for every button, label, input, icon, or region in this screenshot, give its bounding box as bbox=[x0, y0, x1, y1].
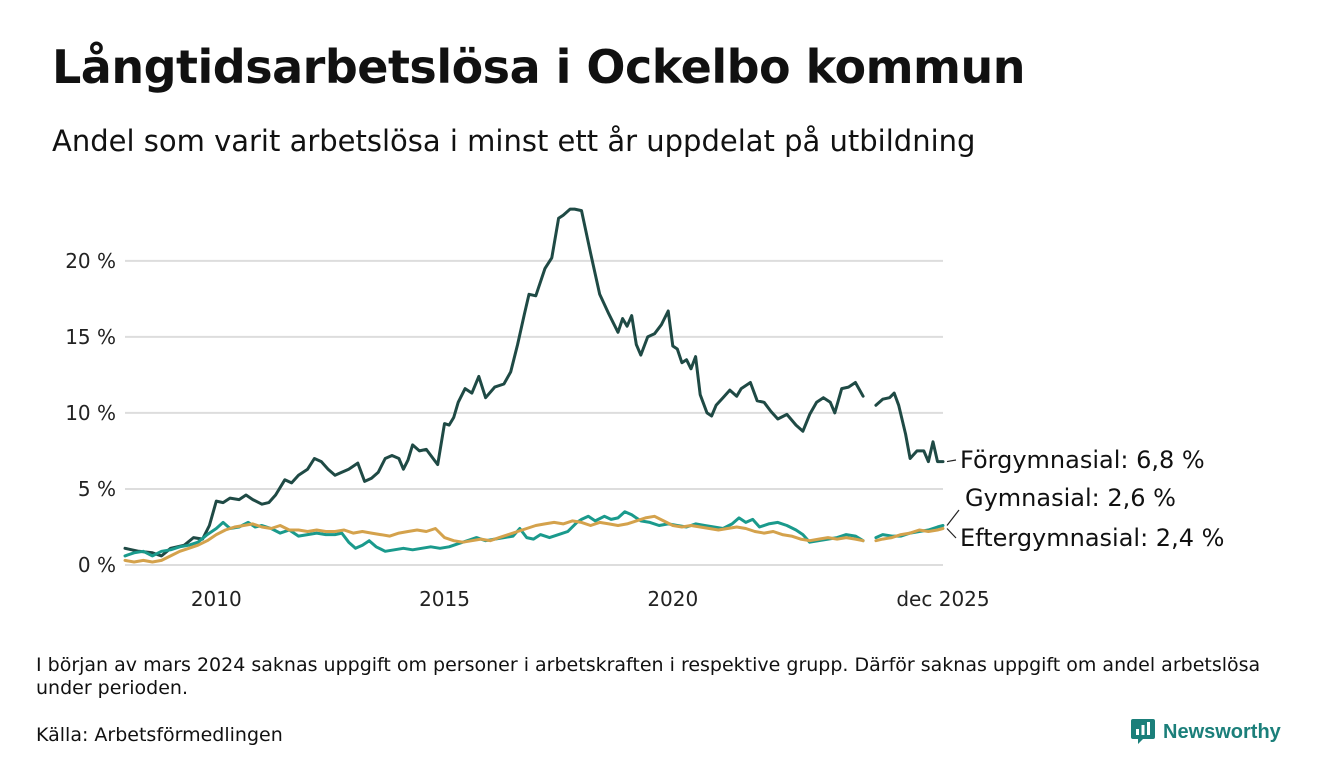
end-labels: Förgymnasial: 6,8 % Gymnasial: 2,6 % Efter… bbox=[946, 446, 1224, 552]
series-lines bbox=[123, 207, 945, 564]
series-line-förgymnasial bbox=[874, 391, 945, 464]
label-leader bbox=[946, 459, 957, 463]
y-tick-label: 0 % bbox=[78, 553, 116, 577]
end-label-gymnasial: Gymnasial: 2,6 % bbox=[965, 484, 1176, 512]
x-tick-label: 2020 bbox=[647, 587, 698, 611]
y-tick-label: 20 % bbox=[65, 249, 116, 273]
line-chart: 0 %5 %10 %15 %20 % 2010 2015 2020 dec 2025 … bbox=[65, 207, 1224, 611]
brand-logo[interactable]: Newsworthy bbox=[1130, 718, 1281, 746]
footnote: I början av mars 2024 saknas uppgift om … bbox=[36, 654, 1261, 699]
chart-bubble-icon bbox=[1131, 719, 1155, 744]
y-tick-label: 5 % bbox=[78, 477, 116, 501]
x-tick-label: 2010 bbox=[191, 587, 242, 611]
label-leader bbox=[946, 509, 960, 526]
x-tick-label: dec 2025 bbox=[896, 587, 989, 611]
end-label-eftergymnasial: Eftergymnasial: 2,4 % bbox=[960, 524, 1224, 552]
series-line-eftergymnasial bbox=[123, 514, 865, 564]
series-line-eftergymnasial bbox=[874, 527, 945, 543]
chart-subtitle: Andel som varit arbetslösa i minst ett å… bbox=[52, 124, 976, 158]
y-axis-ticks: 0 % 5 % 10 % 15 % 20 % bbox=[65, 249, 116, 577]
x-axis-ticks: 2010 2015 2020 dec 2025 bbox=[191, 587, 990, 611]
end-label-förgymnasial: Förgymnasial: 6,8 % bbox=[960, 446, 1205, 474]
chart-title: Långtidsarbetslösa i Ockelbo kommun bbox=[52, 40, 1025, 94]
y-tick-label: 15 % bbox=[65, 325, 116, 349]
label-leader bbox=[946, 528, 957, 539]
gridlines bbox=[125, 259, 943, 566]
series-line-gymnasial bbox=[123, 510, 865, 558]
y-tick-label: 10 % bbox=[65, 401, 116, 425]
series-line-förgymnasial bbox=[123, 207, 865, 558]
source-text: Källa: Arbetsförmedlingen bbox=[36, 724, 283, 746]
x-tick-label: 2015 bbox=[419, 587, 470, 611]
brand-name: Newsworthy bbox=[1163, 720, 1281, 743]
